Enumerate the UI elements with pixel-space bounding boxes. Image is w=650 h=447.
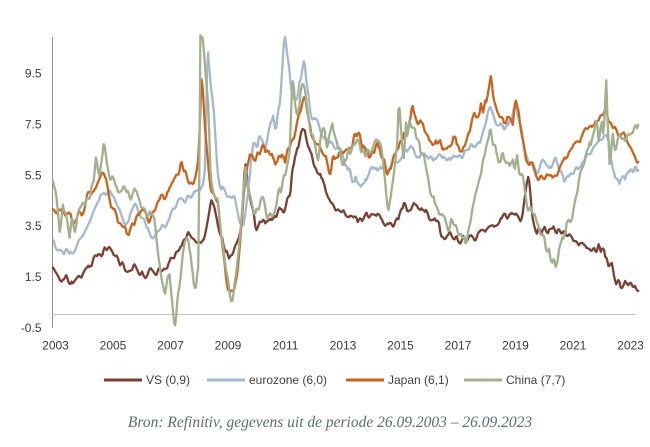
svg-text:VS (0,9): VS (0,9)	[146, 373, 190, 387]
svg-text:eurozone (6,0): eurozone (6,0)	[249, 373, 327, 387]
svg-text:-0.5: -0.5	[21, 321, 42, 335]
svg-text:2019: 2019	[502, 339, 529, 353]
svg-text:2021: 2021	[560, 339, 587, 353]
svg-text:2013: 2013	[330, 339, 357, 353]
svg-text:Bron: Refinitiv, gegevens uit: Bron: Refinitiv, gegevens uit de periode…	[128, 414, 532, 431]
svg-text:9.5: 9.5	[25, 67, 42, 81]
svg-text:2003: 2003	[42, 339, 69, 353]
svg-text:7.5: 7.5	[25, 117, 42, 131]
svg-text:2015: 2015	[387, 339, 414, 353]
svg-text:2017: 2017	[445, 339, 472, 353]
svg-text:3.5: 3.5	[25, 219, 42, 233]
svg-text:2007: 2007	[157, 339, 184, 353]
svg-text:China (7,7): China (7,7)	[506, 373, 565, 387]
svg-text:2011: 2011	[273, 339, 299, 353]
svg-text:2009: 2009	[215, 339, 242, 353]
svg-text:1.5: 1.5	[25, 270, 42, 284]
svg-text:Japan (6,1): Japan (6,1)	[388, 373, 449, 387]
svg-text:5.5: 5.5	[25, 168, 42, 182]
svg-text:2005: 2005	[100, 339, 127, 353]
svg-text:2023: 2023	[617, 339, 644, 353]
